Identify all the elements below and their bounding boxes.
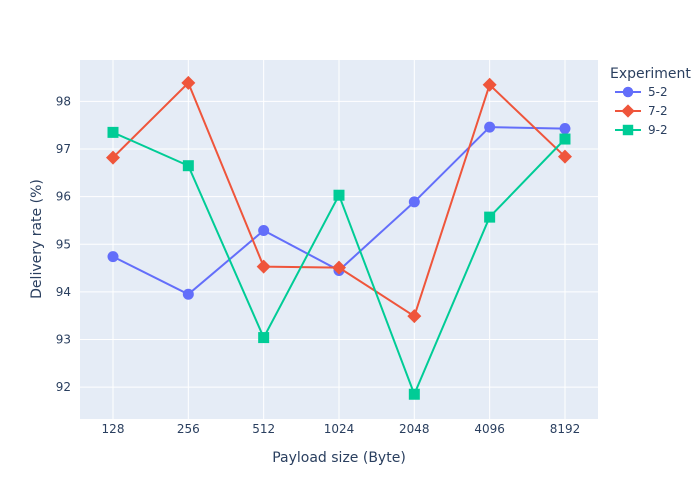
x-tick-label: 512 <box>252 422 275 436</box>
y-tick-label: 96 <box>56 190 71 204</box>
data-point <box>557 149 572 164</box>
data-point <box>107 251 119 263</box>
x-tick-label: 128 <box>102 422 125 436</box>
legend-label: 5-2 <box>648 85 668 99</box>
data-point <box>484 211 496 223</box>
data-point <box>258 332 270 344</box>
data-point <box>182 160 194 172</box>
data-point <box>258 224 270 236</box>
axes: 128 256 512 1024 2048 4096 8192 92 93 94 95 96 97 98 <box>56 94 581 436</box>
x-tick-label: 4096 <box>474 422 505 436</box>
y-tick-label: 92 <box>56 380 71 394</box>
y-tick-label: 98 <box>56 94 71 108</box>
grid-lines <box>80 60 598 419</box>
legend-marker <box>622 124 634 136</box>
legend-label: 9-2 <box>648 123 668 137</box>
data-point <box>407 309 422 324</box>
data-point <box>256 259 271 274</box>
data-point <box>482 77 497 92</box>
data-point <box>333 189 345 201</box>
data-point <box>559 123 571 135</box>
legend-marker <box>621 104 635 118</box>
data-point <box>331 260 346 275</box>
y-tick-label: 94 <box>56 285 71 299</box>
data-point <box>106 150 120 165</box>
x-tick-label: 2048 <box>399 422 430 436</box>
data-point <box>408 388 420 400</box>
legend-item-7-2: 7-2 <box>615 104 668 118</box>
legend-label: 7-2 <box>648 104 668 118</box>
y-axis-title: Delivery rate (%) <box>29 179 45 299</box>
legend-title: Experiment <box>610 66 691 82</box>
legend: Experiment 5-2 7-2 9-2 <box>610 66 691 137</box>
y-tick-label: 93 <box>56 332 71 346</box>
y-tick-label: 97 <box>56 142 71 156</box>
series-7-2 <box>106 75 572 324</box>
data-point <box>408 196 420 208</box>
x-tick-label: 8192 <box>550 422 581 436</box>
x-tick-label: 256 <box>177 422 200 436</box>
legend-item-5-2: 5-2 <box>615 85 668 99</box>
legend-item-9-2: 9-2 <box>615 123 668 137</box>
data-point <box>484 121 496 133</box>
x-axis-title: Payload size (Byte) <box>272 450 406 466</box>
legend-marker <box>622 86 634 98</box>
data-point <box>107 126 119 138</box>
data-point <box>559 133 571 145</box>
y-tick-label: 95 <box>56 237 71 251</box>
series-9-2 <box>107 126 571 400</box>
data-point <box>181 75 196 90</box>
data-point <box>182 288 194 300</box>
series-group <box>106 75 572 400</box>
x-tick-label: 1024 <box>324 422 355 436</box>
